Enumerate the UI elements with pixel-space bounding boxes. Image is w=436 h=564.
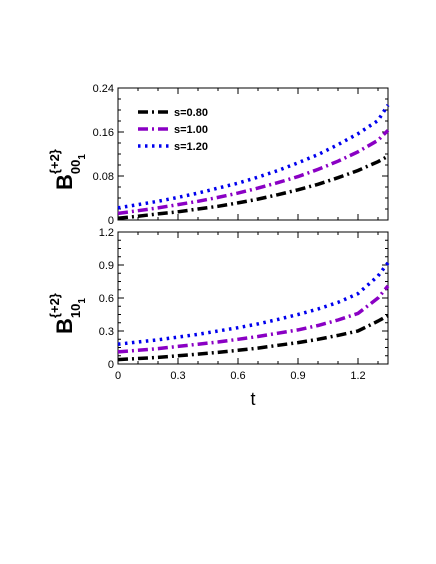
y-axis-label-top: B001 {+2} — [47, 149, 88, 190]
y-tick-label: 0.08 — [93, 171, 114, 183]
series-line-s-1-20 — [117, 104, 390, 210]
series-top — [117, 104, 390, 221]
y-axis-label-main: B — [52, 174, 77, 190]
y-axis-label-superscript: {+2} — [47, 149, 62, 174]
series-line-s-1-00 — [117, 284, 390, 354]
y-tick-label: 0 — [108, 215, 114, 227]
y-ticks-bottom: 0 0.3 0.6 0.9 1.2 — [99, 227, 388, 371]
legend: s=0.80 s=1.00 s=1.20 — [138, 107, 208, 153]
y-tick-label: 1.2 — [99, 227, 114, 239]
series-line-s-0-80 — [117, 314, 389, 362]
legend-label: s=1.20 — [174, 141, 208, 153]
plot-frame-bottom — [117, 231, 389, 365]
x-tick-label: 0 — [115, 370, 121, 382]
y-axis-label-superscript: {+2} — [47, 293, 62, 318]
series-line-s-1-00 — [117, 129, 390, 216]
panel-top: 0 0.08 0.16 0.24 s=0.80 s=1.00 s=1.20 B001 {+2… — [47, 83, 390, 227]
series-line-s-1-20 — [117, 261, 390, 346]
x-tick-label: 0.3 — [170, 370, 185, 382]
x-axis-label: t — [250, 389, 255, 409]
panel-bottom: 0 0.3 0.6 0.9 1.2 0 0.3 0.6 0.9 1.2 B101 {+2} t — [47, 227, 390, 409]
series-line-s-0-80 — [117, 154, 389, 221]
y-axis-label-subsubscript: 1 — [77, 298, 88, 304]
x-tick-label: 0.6 — [230, 370, 245, 382]
series-bottom — [117, 261, 390, 362]
y-axis-label-subsubscript: 1 — [77, 154, 88, 160]
y-ticks-top: 0 0.08 0.16 0.24 — [93, 83, 388, 227]
y-tick-label: 0.3 — [99, 326, 114, 338]
y-axis-label-bottom: B101 {+2} — [47, 293, 88, 334]
y-axis-label-subscript: 10 — [68, 304, 83, 318]
y-axis-label-main: B — [52, 318, 77, 334]
y-tick-label: 0.9 — [99, 260, 114, 272]
y-tick-label: 0 — [108, 359, 114, 371]
legend-label: s=0.80 — [174, 107, 208, 119]
y-tick-label: 0.6 — [99, 293, 114, 305]
x-ticks-bottom: 0 0.3 0.6 0.9 1.2 — [115, 232, 379, 382]
legend-label: s=1.00 — [174, 124, 208, 136]
x-tick-label: 1.2 — [350, 370, 365, 382]
plot-frame-top — [117, 87, 389, 221]
y-tick-label: 0.16 — [93, 127, 114, 139]
y-tick-label: 0.24 — [93, 83, 114, 95]
y-axis-label-subscript: 00 — [68, 160, 83, 174]
x-tick-label: 0.9 — [290, 370, 305, 382]
